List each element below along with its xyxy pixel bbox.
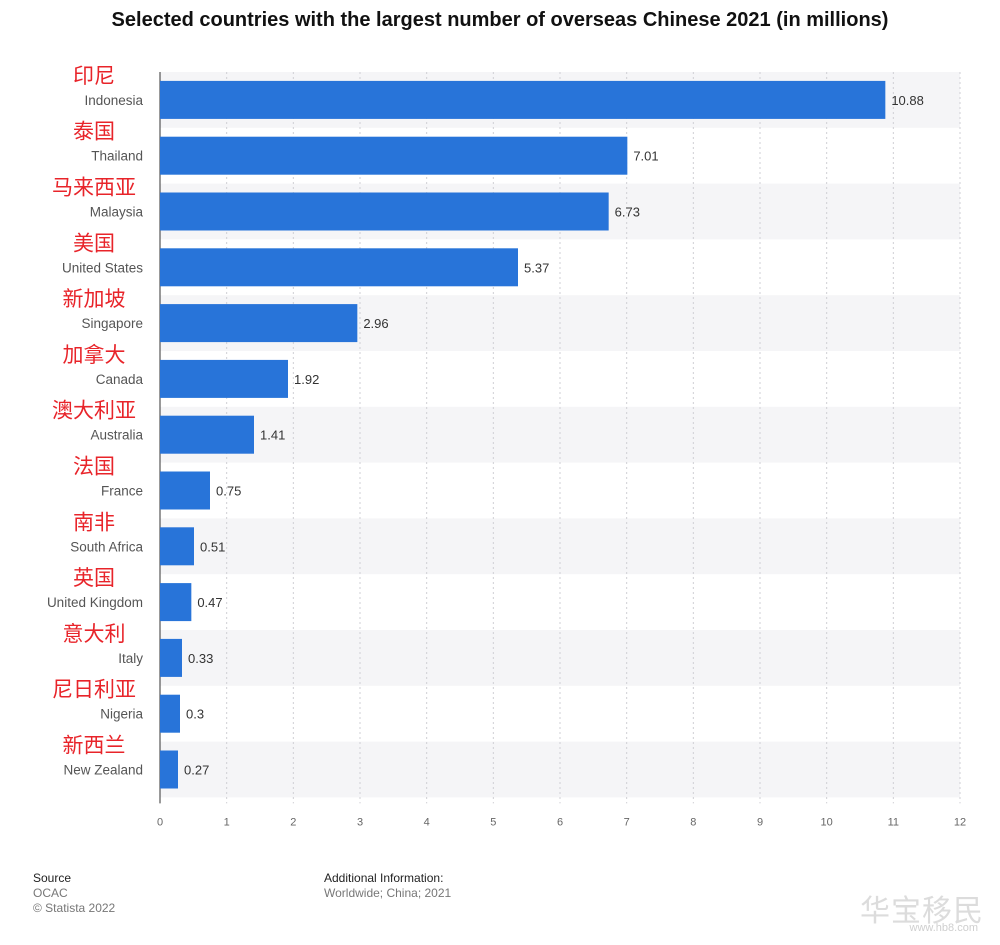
chinese-annotation: 尼日利亚 (52, 678, 136, 702)
data-label: 0.3 (186, 707, 204, 722)
chinese-annotation: 新西兰 (63, 734, 126, 758)
chinese-annotation: 意大利 (63, 622, 126, 646)
data-label: 0.27 (184, 763, 209, 778)
copyright: © Statista 2022 (33, 901, 116, 915)
data-label: 10.88 (891, 93, 924, 108)
data-label: 0.75 (216, 484, 241, 499)
chinese-annotation: 新加坡 (63, 287, 126, 311)
bar (160, 192, 609, 231)
x-tick-label: 6 (557, 816, 563, 828)
chinese-annotation: 英国 (73, 566, 115, 590)
bar-chart: 0 1 2 3 4 5 6 7 8 9 10 11 1210.88Indonesia印尼7.01Thai… (47, 64, 966, 860)
bar (160, 359, 288, 398)
bar (160, 471, 210, 510)
bar (160, 638, 182, 677)
data-label: 0.51 (200, 539, 225, 554)
bar (160, 415, 254, 454)
y-tick-label: Malaysia (90, 205, 144, 220)
y-tick-label: Thailand (91, 149, 143, 164)
watermark-logo: 华宝移民 (860, 894, 984, 929)
data-label: 2.96 (363, 316, 388, 331)
chinese-annotation: 美国 (73, 231, 115, 255)
data-label: 1.41 (260, 428, 285, 443)
chinese-annotation: 马来西亚 (52, 176, 136, 200)
y-tick-label: South Africa (70, 539, 143, 554)
y-tick-label: Singapore (81, 316, 143, 331)
x-tick-label: 9 (757, 816, 763, 828)
additional-info-text: Worldwide; China; 2021 (324, 886, 452, 900)
y-tick-label: New Zealand (63, 763, 143, 778)
data-label: 0.47 (197, 595, 222, 610)
chinese-annotation: 南非 (73, 510, 115, 534)
x-tick-label: 7 (624, 816, 630, 828)
additional-info-block: Additional Information: Worldwide; China… (324, 871, 451, 901)
chinese-annotation: 法国 (73, 455, 115, 479)
chinese-annotation: 印尼 (73, 64, 115, 88)
x-tick-label: 2 (290, 816, 296, 828)
y-tick-label: United States (62, 260, 143, 275)
chinese-annotation: 澳大利亚 (52, 399, 136, 423)
x-tick-label: 11 (888, 816, 899, 828)
bar (160, 583, 192, 622)
data-label: 6.73 (615, 205, 640, 220)
source-heading: Source (33, 871, 72, 885)
chinese-annotation: 泰国 (73, 120, 115, 144)
data-label: 1.92 (294, 372, 319, 387)
additional-info-heading: Additional Information: (324, 871, 444, 885)
y-tick-label: United Kingdom (47, 595, 143, 610)
data-label: 5.37 (524, 260, 549, 275)
y-tick-label: Italy (118, 651, 143, 666)
chart-title: Selected countries with the largest numb… (111, 9, 889, 31)
bar (160, 80, 886, 119)
bar (160, 248, 518, 287)
x-tick-label: 0 (157, 816, 163, 828)
row-band (160, 741, 960, 798)
source-name: OCAC (33, 886, 68, 900)
chinese-annotation: 加拿大 (63, 343, 126, 367)
x-axis-label: Chinese expatriates in millions (476, 858, 645, 860)
bar (160, 527, 194, 566)
row-band (160, 518, 960, 575)
bar (160, 136, 628, 175)
x-tick-label: 4 (424, 816, 430, 828)
y-tick-label: Australia (90, 428, 143, 443)
x-tick-label: 12 (954, 816, 966, 828)
x-tick-label: 10 (821, 816, 833, 828)
y-tick-label: Canada (96, 372, 144, 387)
x-tick-label: 3 (357, 816, 363, 828)
bar (160, 694, 180, 733)
watermark-url: www.hb8.com (909, 922, 978, 934)
x-tick-label: 8 (690, 816, 696, 828)
bar (160, 304, 358, 343)
data-label: 0.33 (188, 651, 213, 666)
y-tick-label: France (101, 484, 143, 499)
y-tick-label: Nigeria (100, 707, 143, 722)
bar (160, 750, 178, 789)
source-block: Source OCAC © Statista 2022 (33, 871, 115, 916)
data-label: 7.01 (633, 149, 658, 164)
x-tick-label: 1 (224, 816, 230, 828)
x-tick-label: 5 (490, 816, 496, 828)
y-tick-label: Indonesia (84, 93, 143, 108)
